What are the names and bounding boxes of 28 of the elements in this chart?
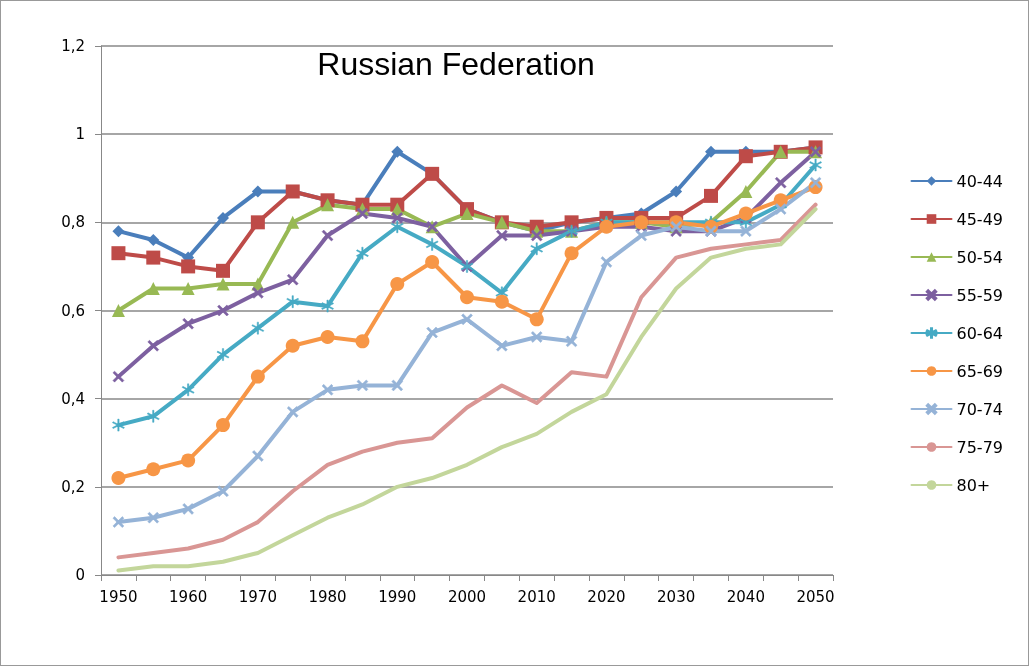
x-tick-label: 1990 (378, 587, 417, 606)
x-tick-label: 2010 (517, 587, 556, 606)
x-tick-label: 2000 (447, 587, 487, 606)
x-tick-label: 1950 (99, 587, 138, 606)
x-tick-label: 2030 (657, 587, 696, 606)
legend-label: 80+ (956, 475, 991, 495)
y-tick-label: 0,8 (61, 213, 85, 232)
legend-label: 70-74 (956, 399, 1004, 419)
x-tick-label: 2050 (796, 587, 835, 606)
x-tick-label: 2020 (587, 587, 626, 606)
x-tick-label: 2040 (726, 587, 765, 606)
y-tick-label: 0,4 (61, 389, 85, 408)
y-tick-label: 0,2 (61, 477, 85, 496)
x-tick-label: 1960 (169, 587, 208, 606)
legend-label: 45-49 (956, 209, 1004, 229)
x-tick-label: 1980 (308, 587, 347, 606)
legend-label: 40-44 (956, 171, 1004, 191)
y-tick-label: 0,6 (61, 301, 85, 320)
legend-label: 75-79 (956, 437, 1004, 457)
chart-title: Russian Federation (317, 46, 595, 82)
x-tick-label: 1970 (238, 587, 277, 606)
legend-label: 65-69 (956, 361, 1004, 381)
y-tick-label: 1,2 (61, 37, 85, 55)
legend-label: 60-64 (956, 323, 1004, 343)
legend-label: 55-59 (956, 285, 1004, 305)
y-tick-label: 1 (75, 125, 85, 144)
y-tick-label: 0 (75, 566, 85, 584)
legend-label: 50-54 (956, 247, 1004, 267)
